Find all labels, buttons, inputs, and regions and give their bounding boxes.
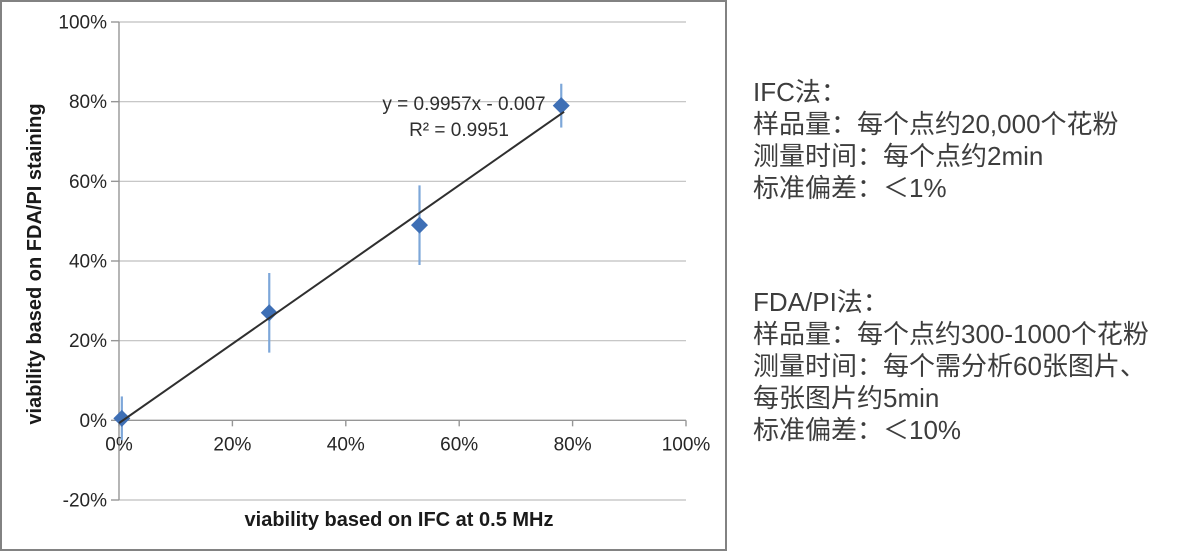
fdapi-std-dev-line: 标准偏差：＜10%: [753, 415, 962, 445]
x-tick-label: 80%: [554, 434, 592, 455]
x-tick-label: 0%: [105, 434, 133, 455]
y-tick-label: 0%: [80, 411, 108, 432]
annotation-panel: IFC法： 样品量：每个点约20,000个花粉 测量时间：每个点约2min 标准…: [753, 76, 1198, 446]
trendline: [118, 110, 565, 424]
fdapi-method-title: FDA/PI法：: [753, 287, 889, 317]
x-tick-label: 40%: [327, 434, 365, 455]
fdapi-method-block: FDA/PI法： 样品量：每个点约300-1000个花粉 测量时间：每个需分析6…: [753, 286, 1198, 446]
fdapi-measure-time-line-2: 每张图片约5min: [753, 383, 940, 413]
y-tick-label: 60%: [69, 172, 107, 193]
y-tick-label: 100%: [58, 13, 107, 34]
y-tick-label: -20%: [63, 491, 107, 512]
ifc-measure-time-line: 测量时间：每个点约2min: [753, 141, 1044, 171]
y-tick-label: 20%: [69, 331, 107, 352]
data-point-marker: [260, 304, 278, 322]
scatter-chart: -20% 0% 20% 40% 60% 80% 100% 0% 20% 40% 60% 80% 100%…: [24, 13, 711, 532]
y-tick-label: 80%: [69, 92, 107, 113]
ifc-std-dev-line: 标准偏差：＜1%: [753, 173, 947, 203]
data-point-marker: [113, 409, 131, 427]
trendline-equation: y = 0.9957x - 0.007: [382, 94, 545, 115]
y-tick-label: 40%: [69, 252, 107, 273]
ifc-method-title: IFC法：: [753, 77, 847, 107]
trendline-r-squared: R² = 0.9951: [409, 120, 509, 141]
x-tick-label: 100%: [662, 434, 711, 455]
x-axis-title: viability based on IFC at 0.5 MHz: [245, 509, 554, 531]
ifc-method-block: IFC法： 样品量：每个点约20,000个花粉 测量时间：每个点约2min 标准…: [753, 76, 1198, 204]
y-axis-title: viability based on FDA/PI staining: [24, 103, 46, 424]
x-tick-label: 20%: [213, 434, 251, 455]
fdapi-measure-time-line-1: 测量时间：每个需分析60张图片、: [753, 351, 1146, 381]
fdapi-sample-size-line: 样品量：每个点约300-1000个花粉: [753, 319, 1149, 349]
x-tick-label: 60%: [440, 434, 478, 455]
data-point-marker: [411, 216, 429, 234]
data-point-marker: [552, 97, 570, 115]
chart-panel: -20% 0% 20% 40% 60% 80% 100% 0% 20% 40% 60% 80% 100%…: [0, 0, 727, 551]
ifc-sample-size-line: 样品量：每个点约20,000个花粉: [753, 109, 1119, 139]
